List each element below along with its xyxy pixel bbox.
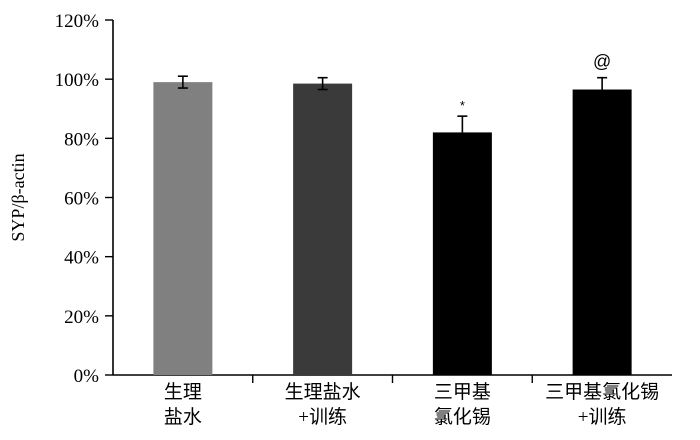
significance-at: @: [593, 52, 611, 72]
y-tick-label: 80%: [64, 129, 99, 150]
y-tick-label: 0%: [74, 366, 100, 387]
x-category-label: 三甲基氯化锡: [545, 381, 659, 403]
x-category-label: 氯化锡: [434, 406, 491, 428]
bar: [293, 83, 353, 376]
bar: [572, 89, 632, 375]
y-axis-title: SYP/β-actin: [8, 153, 28, 241]
y-tick-label: 20%: [64, 307, 99, 328]
bar: [153, 82, 213, 375]
y-tick-label: 100%: [55, 70, 100, 91]
y-tick-label: 120%: [55, 11, 100, 32]
x-category-label: +训练: [578, 406, 627, 428]
bar: [432, 132, 492, 375]
y-tick-label: 60%: [64, 189, 99, 210]
x-category-label: +训练: [298, 406, 347, 428]
significance-star: *: [460, 98, 465, 113]
x-category-label: 三甲基: [434, 381, 491, 403]
x-category-label: 生理盐水: [285, 381, 361, 403]
x-category-label: 生理: [164, 381, 202, 403]
y-tick-label: 40%: [64, 248, 99, 269]
x-category-label: 盐水: [164, 406, 202, 428]
